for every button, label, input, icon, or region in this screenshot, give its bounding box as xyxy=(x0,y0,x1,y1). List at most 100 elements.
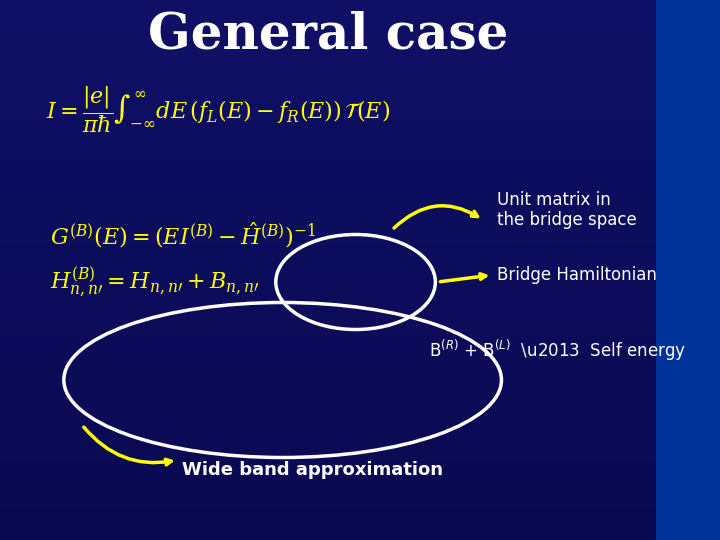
Text: Bridge Hamiltonian: Bridge Hamiltonian xyxy=(497,266,657,284)
Bar xyxy=(0,378,657,383)
Bar xyxy=(0,470,657,475)
Bar xyxy=(0,146,657,151)
Bar xyxy=(0,432,657,437)
Text: $G^{(B)}(E) = \left(EI^{(B)} - \hat{H}^{(B)}\right)^{-1}$: $G^{(B)}(E) = \left(EI^{(B)} - \hat{H}^{… xyxy=(50,220,316,250)
Text: Unit matrix in
the bridge space: Unit matrix in the bridge space xyxy=(497,191,636,229)
Bar xyxy=(0,135,657,140)
Bar xyxy=(0,32,657,38)
Text: B$^{(R)}$ + B$^{(L)}$  \u2013  Self energy: B$^{(R)}$ + B$^{(L)}$ \u2013 Self energy xyxy=(428,338,686,362)
Bar xyxy=(0,22,657,27)
Bar xyxy=(0,389,657,394)
Bar xyxy=(0,308,657,313)
Bar xyxy=(0,302,657,308)
Bar xyxy=(0,86,657,92)
Bar xyxy=(0,259,657,265)
Bar xyxy=(0,43,657,49)
Text: General case: General case xyxy=(148,10,508,59)
Bar xyxy=(0,119,657,124)
Bar xyxy=(0,265,657,270)
Bar xyxy=(0,324,657,329)
Bar xyxy=(0,65,657,70)
Bar xyxy=(0,292,657,297)
Text: $I = \dfrac{|e|}{\pi\hbar} \int_{-\infty}^{\infty} dE\,(f_L(E) - f_R(E))\,\mathc: $I = \dfrac{|e|}{\pi\hbar} \int_{-\infty… xyxy=(45,85,390,136)
Text: Wide band approximation: Wide band approximation xyxy=(182,461,444,479)
Bar xyxy=(0,454,657,459)
Bar xyxy=(0,216,657,221)
Bar xyxy=(0,459,657,464)
Bar xyxy=(0,518,657,524)
Bar xyxy=(0,362,657,367)
Bar xyxy=(0,97,657,103)
Bar xyxy=(0,437,657,443)
Bar xyxy=(0,189,657,194)
Bar xyxy=(0,81,657,86)
Bar xyxy=(0,421,657,427)
Bar xyxy=(0,103,657,108)
Bar xyxy=(0,400,657,405)
Bar xyxy=(0,11,657,16)
Bar xyxy=(0,319,657,324)
Bar xyxy=(0,140,657,146)
Bar xyxy=(0,491,657,497)
Bar xyxy=(0,524,657,529)
Bar xyxy=(0,448,657,454)
Bar xyxy=(0,297,657,302)
Bar xyxy=(0,313,657,319)
Bar xyxy=(0,92,657,97)
Bar xyxy=(0,238,657,243)
Bar xyxy=(0,427,657,432)
Bar xyxy=(0,535,657,540)
Text: $H^{(B)}_{n,n\prime} = H_{n,n\prime} + B_{n,n\prime}$: $H^{(B)}_{n,n\prime} = H_{n,n\prime} + B… xyxy=(50,265,259,299)
Bar xyxy=(0,529,657,535)
Bar xyxy=(0,394,657,400)
Bar xyxy=(0,124,657,130)
Bar xyxy=(0,286,657,292)
Bar xyxy=(0,232,657,238)
Bar xyxy=(0,130,657,135)
Bar xyxy=(0,227,657,232)
Bar xyxy=(0,270,657,275)
Bar xyxy=(0,38,657,43)
Bar xyxy=(0,443,657,448)
Bar xyxy=(0,157,657,162)
Bar xyxy=(0,243,657,248)
Bar xyxy=(0,475,657,481)
Bar xyxy=(0,27,657,32)
Bar xyxy=(0,346,657,351)
Bar xyxy=(0,151,657,157)
Bar xyxy=(0,5,657,11)
Bar xyxy=(0,178,657,184)
Bar xyxy=(0,205,657,211)
Bar xyxy=(0,184,657,189)
Bar xyxy=(0,502,657,508)
Bar xyxy=(0,513,657,518)
Bar xyxy=(0,481,657,486)
Bar xyxy=(0,76,657,81)
Bar xyxy=(0,383,657,389)
Bar xyxy=(0,508,657,513)
Bar xyxy=(0,108,657,113)
Bar xyxy=(0,464,657,470)
Bar xyxy=(0,167,657,173)
Bar xyxy=(0,275,657,281)
Bar xyxy=(0,335,657,340)
Bar xyxy=(0,254,657,259)
Bar xyxy=(0,49,657,54)
Bar xyxy=(0,194,657,200)
Bar xyxy=(0,373,657,378)
Bar xyxy=(0,356,657,362)
Bar xyxy=(0,221,657,227)
Bar xyxy=(0,486,657,491)
Bar xyxy=(0,248,657,254)
Bar xyxy=(0,173,657,178)
Bar xyxy=(0,329,657,335)
Bar xyxy=(0,113,657,119)
Bar xyxy=(0,351,657,356)
Bar xyxy=(0,70,657,76)
Bar xyxy=(0,367,657,373)
Bar xyxy=(0,0,657,5)
Bar xyxy=(0,405,657,410)
Bar xyxy=(0,200,657,205)
Bar xyxy=(0,410,657,416)
Bar xyxy=(0,340,657,346)
